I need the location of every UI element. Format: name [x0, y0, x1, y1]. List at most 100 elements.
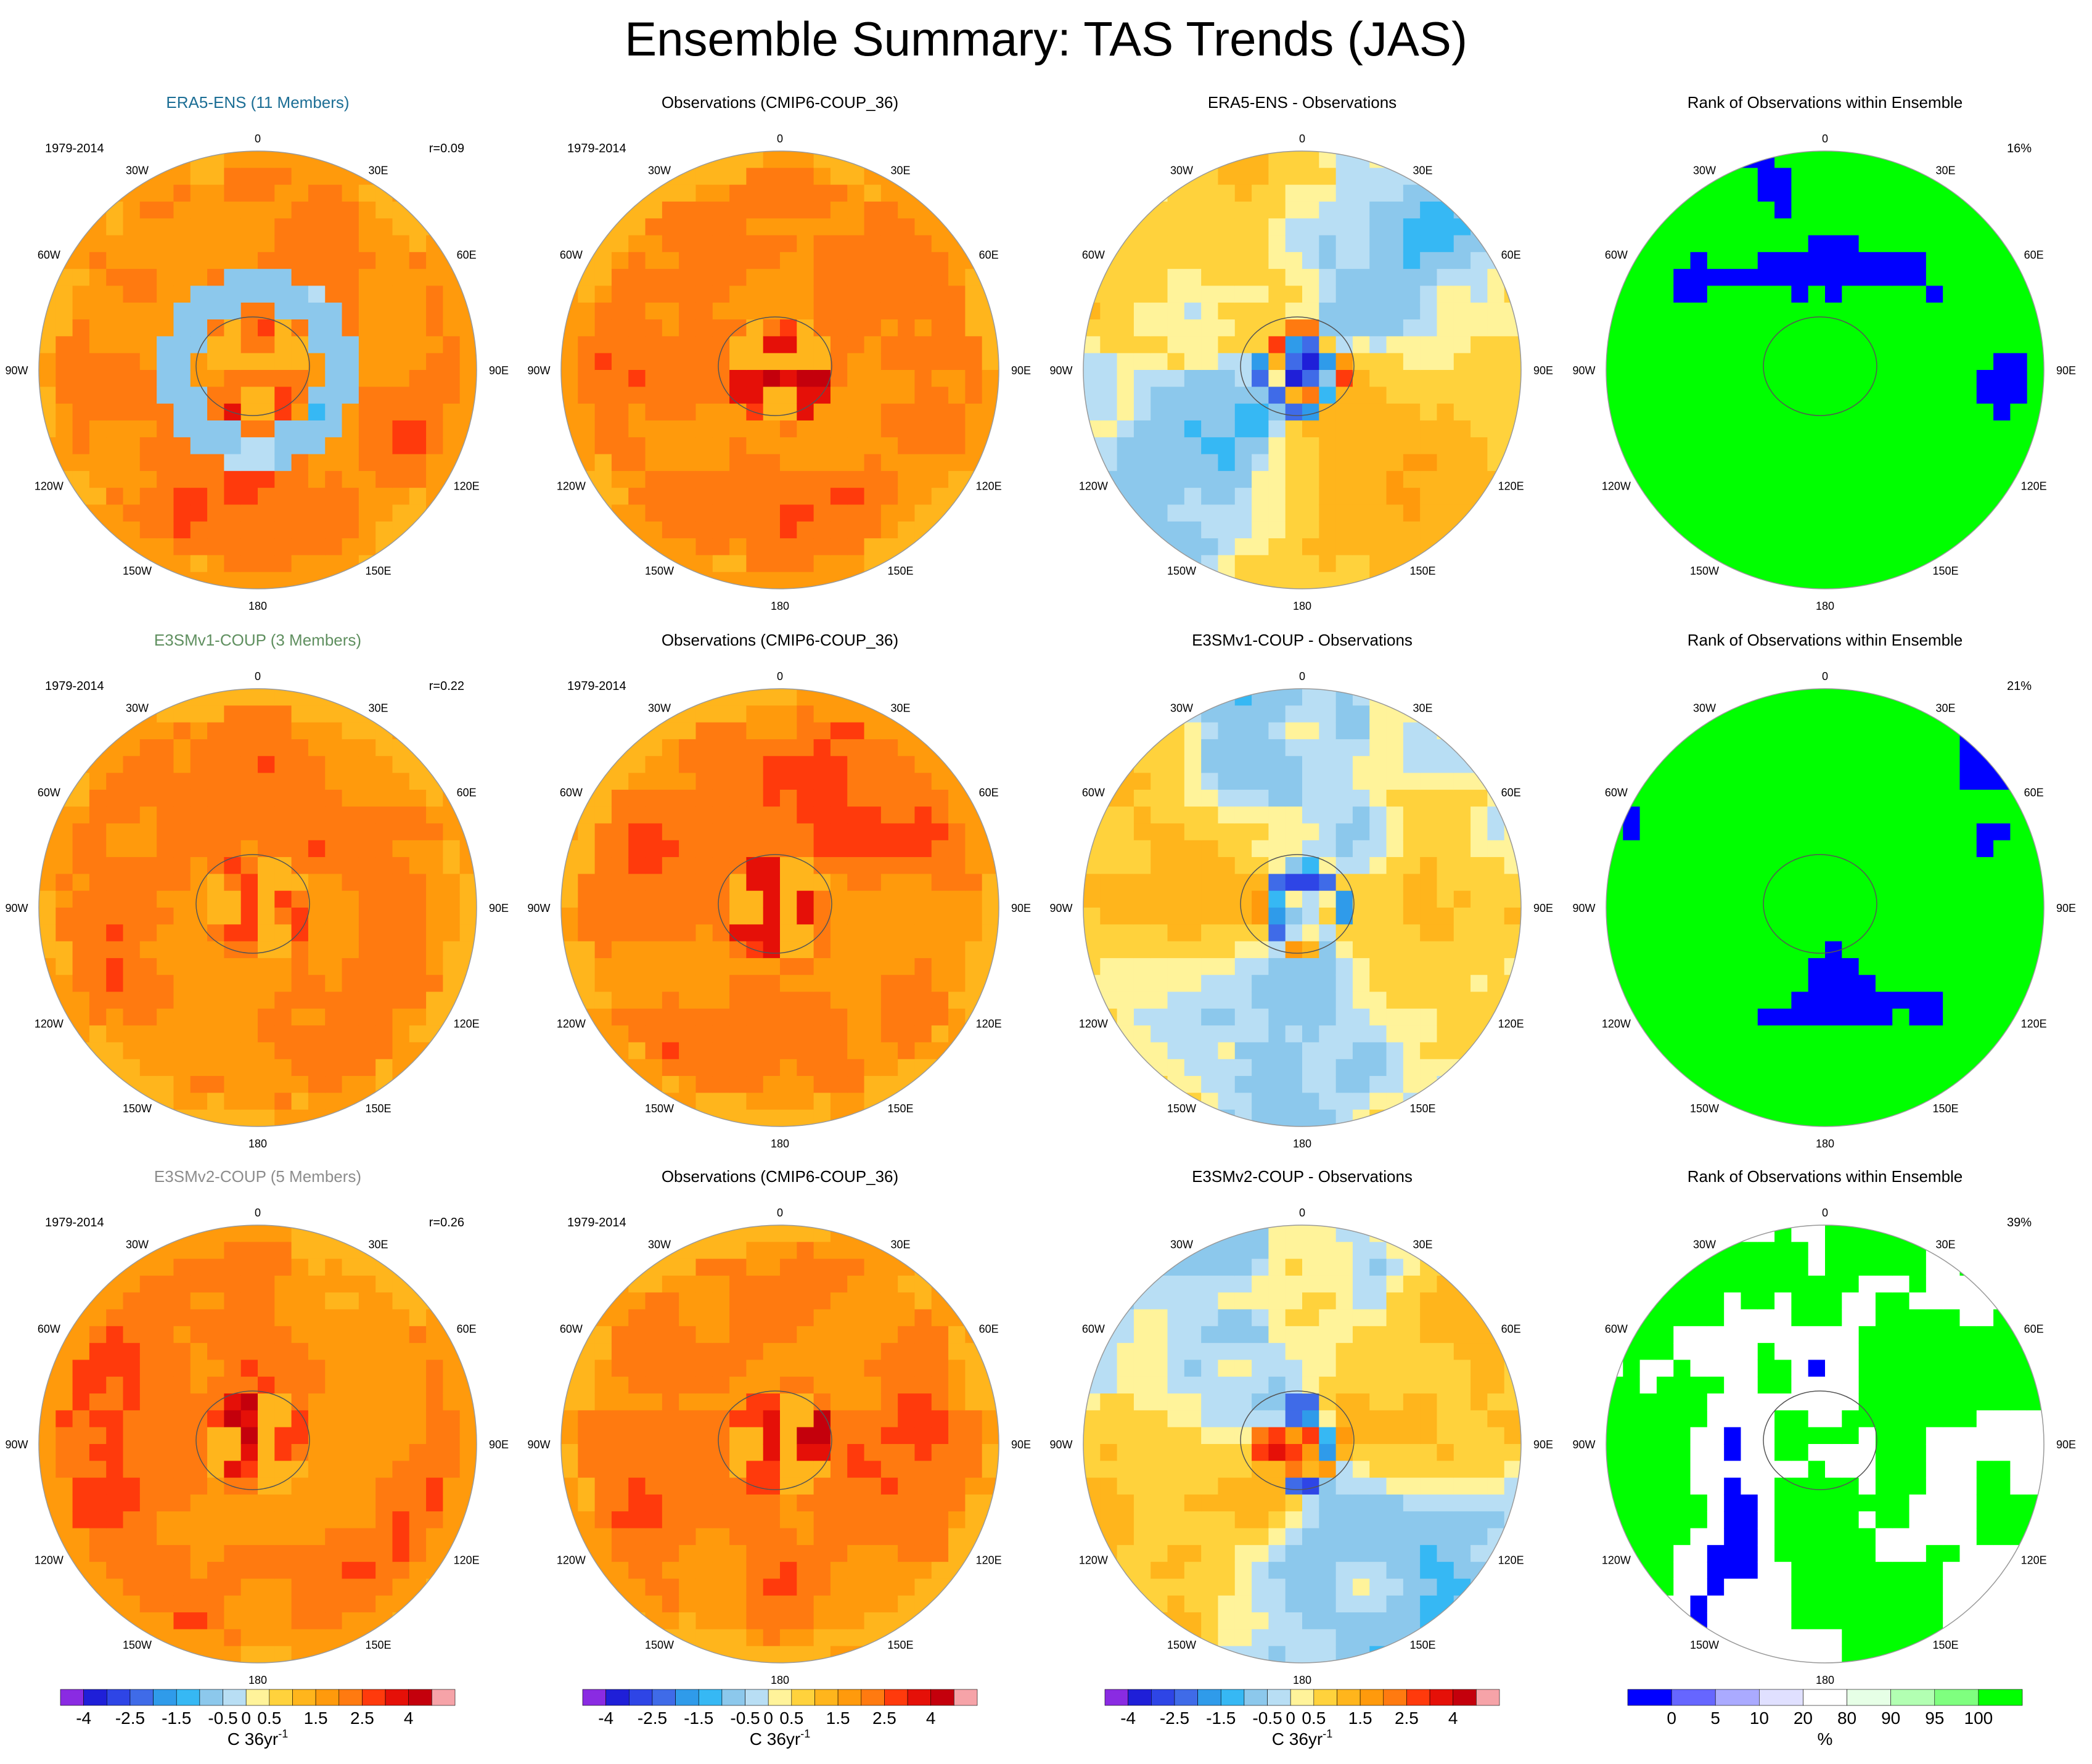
- colorbar-swatch: [60, 1689, 84, 1706]
- colorbar-tick: -1.5: [684, 1709, 713, 1728]
- lon-label: 120E: [1498, 1018, 1524, 1030]
- colorbar-unit-sup: -1: [278, 1728, 288, 1740]
- colorbar-tick: -4: [76, 1709, 91, 1728]
- lon-label: 60W: [38, 1323, 60, 1335]
- map-panel-r1-c2: Observations (CMIP6-COUP_36) 1979-2014 0 30…: [527, 93, 1031, 612]
- colorbar-tick: -0.5: [208, 1709, 237, 1728]
- lon-label: 120E: [454, 1018, 480, 1030]
- antarctica-coastline: [718, 316, 832, 416]
- colorbar-tick: -1.5: [1206, 1709, 1236, 1728]
- lon-label: 30E: [1935, 702, 1955, 714]
- lon-label: 30E: [368, 1238, 388, 1250]
- lon-label: 120W: [1602, 1554, 1631, 1567]
- colorbar-tick: 1.5: [304, 1709, 328, 1728]
- lon-label: 120E: [2021, 1018, 2047, 1030]
- lon-label: 150W: [645, 1102, 674, 1115]
- panel-title: E3SMv1-COUP - Observations: [1192, 631, 1413, 649]
- corner-label: r=0.09: [429, 142, 464, 155]
- map-field: [1606, 151, 2044, 589]
- lon-label: 0: [777, 670, 783, 683]
- lon-label: 60E: [979, 249, 999, 261]
- colorbar-tick: 5: [1710, 1709, 1720, 1728]
- lon-label: 60W: [560, 1323, 583, 1335]
- lon-label: 150W: [1690, 1102, 1719, 1115]
- lon-label: 150W: [1690, 565, 1719, 577]
- colorbar-swatch: [1244, 1689, 1268, 1706]
- colorbar-swatch: [814, 1689, 839, 1706]
- lon-label: 60E: [457, 787, 477, 799]
- lon-label: 90W: [527, 364, 550, 377]
- panel-title: Rank of Observations within Ensemble: [1688, 631, 1963, 649]
- colorbar-swatch: [1383, 1689, 1407, 1706]
- lon-label: 150E: [887, 565, 913, 577]
- colorbar-swatch: [223, 1689, 247, 1706]
- lon-label: 150E: [365, 565, 391, 577]
- colorbar-tick: 4: [404, 1709, 414, 1728]
- lon-label: 180: [248, 1674, 267, 1686]
- lon-label: 60W: [560, 249, 583, 261]
- lon-label: 90W: [5, 902, 28, 914]
- colorbar-swatch: [1429, 1689, 1454, 1706]
- antarctica-coastline: [1240, 854, 1355, 954]
- colorbar-tick: 95: [1925, 1709, 1944, 1728]
- lon-label: 30W: [126, 702, 149, 714]
- lon-label: 90W: [1572, 1438, 1595, 1451]
- lon-label: 30E: [890, 1238, 910, 1250]
- lon-label: 60E: [1501, 787, 1521, 799]
- colorbar-swatch: [1715, 1689, 1760, 1706]
- colorbar-tick: 2.5: [872, 1709, 896, 1728]
- lon-label: 120E: [2021, 1554, 2047, 1567]
- lon-label: 30W: [648, 702, 671, 714]
- colorbar-swatch: [315, 1689, 340, 1706]
- map-field: [561, 151, 999, 589]
- colorbar-swatch: [930, 1689, 954, 1706]
- colorbar-swatch: [605, 1689, 630, 1706]
- lon-label: 120E: [976, 1554, 1002, 1567]
- antarctica-coastline: [1240, 316, 1355, 416]
- colorbar-swatch: [837, 1689, 862, 1706]
- colorbar-3: -4 -2.5 -1.5 -0.5 0 0.5 1.5 2.5 4 C 36yr-1: [1104, 1689, 1500, 1749]
- figure-title: Ensemble Summary: TAS Trends (JAS): [625, 12, 1467, 66]
- colorbar-swatch: [1978, 1689, 2023, 1706]
- lon-label: 60W: [560, 787, 583, 799]
- lon-label: 150E: [1409, 565, 1435, 577]
- lon-label: 90W: [1572, 902, 1595, 914]
- lon-label: 120E: [1498, 1554, 1524, 1567]
- colorbar-swatch: [698, 1689, 723, 1706]
- colorbar-tick: -1.5: [162, 1709, 191, 1728]
- map-boundary: [1083, 688, 1522, 1127]
- antarctica-coastline: [195, 854, 310, 954]
- lon-label: 180: [248, 1138, 267, 1150]
- colorbar-tick: 100: [1964, 1709, 1993, 1728]
- lon-label: 150E: [1409, 1639, 1435, 1651]
- map-panel-r2-c3: E3SMv1-COUP - Observations 0 30E 60E 90E 120E…: [1049, 631, 1553, 1150]
- lon-label: 150E: [1932, 1102, 1958, 1115]
- lon-label: 150E: [887, 1102, 913, 1115]
- lon-label: 120E: [2021, 480, 2047, 493]
- colorbar-swatch: [1220, 1689, 1245, 1706]
- colorbar-tick: -0.5: [730, 1709, 760, 1728]
- corner-label: 16%: [2007, 142, 2032, 155]
- period-label: 1979-2014: [45, 1216, 104, 1229]
- lon-label: 120W: [1079, 1554, 1108, 1567]
- lon-label: 30W: [648, 164, 671, 176]
- lon-label: 90E: [1533, 1438, 1553, 1451]
- colorbar-swatch: [1847, 1689, 1891, 1706]
- lon-label: 150E: [365, 1639, 391, 1651]
- lon-label: 30E: [1935, 1238, 1955, 1250]
- lon-label: 90E: [489, 1438, 509, 1451]
- colorbar-swatch: [292, 1689, 316, 1706]
- colorbar-tick: -2.5: [638, 1709, 667, 1728]
- panel-title: Observations (CMIP6-COUP_36): [662, 93, 898, 112]
- colorbar-swatch: [1290, 1689, 1315, 1706]
- map-field: [39, 1225, 477, 1663]
- lon-label: 0: [1822, 133, 1828, 145]
- lon-label: 90E: [1011, 902, 1031, 914]
- corner-label: r=0.22: [429, 679, 464, 693]
- colorbar-swatch: [153, 1689, 177, 1706]
- lon-label: 90E: [2056, 364, 2076, 377]
- lon-label: 60W: [1605, 1323, 1628, 1335]
- corner-label: r=0.26: [429, 1216, 464, 1229]
- colorbar-swatch: [432, 1689, 456, 1706]
